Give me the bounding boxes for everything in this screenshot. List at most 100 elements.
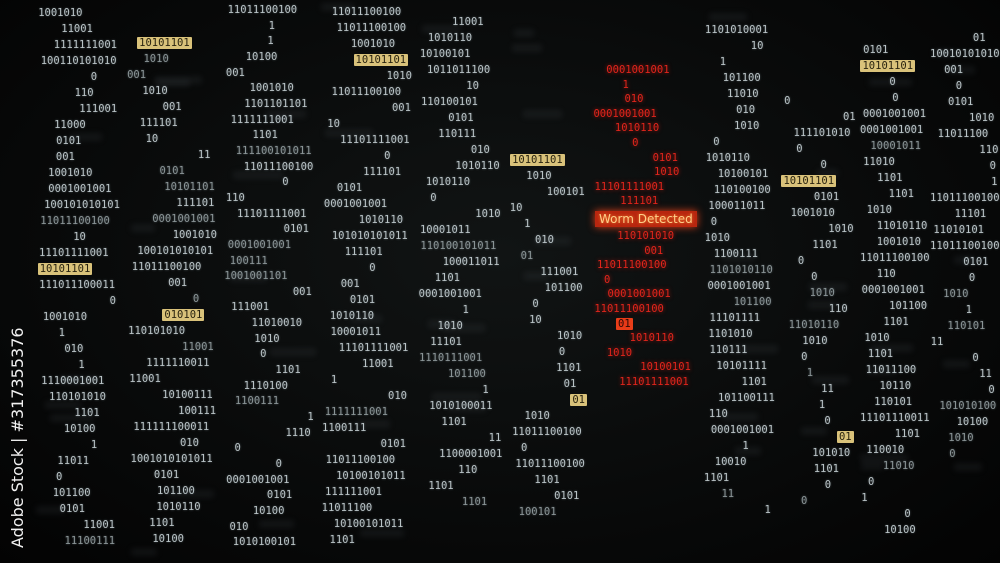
binary-string: 101010	[812, 447, 851, 460]
binary-string: 100101	[518, 506, 557, 519]
highlighted-binary: 10101101	[781, 175, 837, 188]
binary-string: 110	[876, 267, 896, 280]
binary-string: 1010	[437, 319, 463, 332]
binary-string: 100111	[178, 404, 217, 417]
binary-string: 0	[989, 160, 996, 173]
motion-blur	[156, 79, 190, 88]
motion-blur	[360, 529, 405, 538]
binary-string: 11010	[727, 87, 759, 100]
binary-string: 1	[818, 399, 826, 412]
binary-string: 11001	[129, 372, 161, 385]
binary-string: 1100111	[322, 421, 367, 434]
binary-string: 111101010	[793, 127, 851, 140]
binary-string: 0001001001	[862, 107, 927, 120]
binary-string: 001	[162, 100, 182, 113]
binary-string: 11001	[83, 518, 115, 531]
binary-string: 110101	[874, 395, 913, 408]
motion-blur	[860, 462, 885, 471]
worm-detected-label: Worm Detected	[595, 211, 697, 227]
alert-binary: 10100101	[640, 361, 691, 374]
binary-string: 1	[965, 304, 972, 317]
binary-string: 1010	[828, 223, 854, 236]
binary-string: 110100100	[713, 183, 771, 196]
binary-string: 0	[109, 294, 116, 307]
binary-string: 110100101	[420, 95, 478, 108]
motion-blur	[722, 413, 758, 422]
highlighted-binary: 01	[570, 394, 587, 407]
binary-string: 0001001001	[226, 473, 290, 486]
motion-blur	[50, 413, 93, 422]
binary-string: 1	[806, 367, 814, 380]
binary-string: 10100	[63, 422, 96, 435]
alert-binary: 0101	[652, 151, 678, 164]
binary-string: 0	[820, 159, 827, 172]
alert-binary: 001	[644, 244, 664, 257]
binary-string: 1001010	[790, 207, 835, 220]
motion-blur	[808, 300, 836, 309]
binary-string: 1	[268, 19, 275, 32]
motion-blur	[351, 314, 382, 323]
binary-string: 1001010	[42, 310, 88, 323]
motion-blur	[948, 65, 975, 74]
binary-string: 10	[73, 230, 86, 243]
binary-string: 0	[384, 149, 391, 162]
binary-string: 1101	[534, 474, 560, 487]
binary-string: 10100111	[162, 388, 213, 401]
binary-string: 111101	[139, 116, 178, 129]
binary-string: 10	[529, 314, 542, 327]
binary-string: 10100101	[717, 167, 769, 180]
binary-string: 11001	[182, 340, 214, 353]
alert-binary: 11011100100	[597, 259, 667, 272]
binary-string: 0	[260, 348, 267, 361]
binary-string: 1001010	[48, 166, 93, 179]
motion-blur	[817, 168, 838, 177]
binary-string: 10	[509, 202, 523, 215]
binary-column: 10101101 1010 001 1010 001 111101 10 11 0101 1010…	[127, 0, 219, 563]
binary-string: 11011	[57, 454, 90, 467]
binary-string: 0	[713, 135, 720, 148]
binary-string: 1010110	[705, 151, 750, 164]
binary-string: 1010	[526, 170, 552, 183]
binary-string: 0	[430, 191, 437, 204]
binary-string: 1010110	[358, 213, 404, 226]
binary-string: 1010110	[455, 159, 500, 172]
binary-string: 11001	[61, 22, 93, 35]
binary-string: 0101	[266, 489, 293, 502]
binary-string: 1101	[434, 271, 461, 284]
binary-string: 101010100	[939, 400, 997, 413]
motion-blur	[427, 319, 456, 328]
binary-string: 1	[482, 383, 489, 396]
binary-string: 10100101011	[336, 469, 406, 482]
motion-blur	[233, 171, 283, 180]
binary-string: 111111001	[325, 485, 382, 498]
binary-string: 1101	[877, 171, 903, 184]
binary-string: 11	[721, 487, 735, 500]
binary-string: 1001010	[350, 37, 396, 50]
binary-string: 10010101010	[930, 48, 1000, 61]
binary-string: 10001011	[870, 139, 921, 152]
motion-blur	[266, 109, 306, 118]
binary-string: 11011100100	[227, 4, 298, 16]
binary-string: 110	[74, 86, 94, 99]
alert-binary: 11101111001	[619, 376, 689, 388]
alert-stream: 0001001001 1 010 0001001001 1010110 0 0101 1010…	[593, 0, 697, 563]
binary-string: 01	[842, 111, 856, 124]
binary-string: 111001	[231, 301, 270, 314]
highlighted-binary: 10101101	[860, 59, 916, 72]
motion-blur	[154, 75, 202, 84]
binary-string: 0101	[349, 293, 376, 306]
motion-blur	[71, 133, 103, 142]
binary-string: 001	[340, 277, 360, 290]
motion-blur	[934, 49, 957, 58]
motion-blur	[953, 256, 974, 265]
binary-string: 1101	[813, 463, 839, 476]
binary-string: 0	[972, 352, 979, 365]
binary-string: 0	[968, 272, 976, 285]
binary-string: 10100101011	[333, 517, 404, 530]
binary-column: 11011100100 1 1 10100 001 1001010 1101101101 11…	[224, 0, 316, 563]
binary-string: 1110	[285, 426, 311, 439]
binary-string: 0101	[448, 111, 474, 124]
binary-string: 101100	[52, 486, 91, 499]
binary-string: 11001	[361, 357, 394, 370]
binary-string: 1010	[864, 331, 890, 344]
